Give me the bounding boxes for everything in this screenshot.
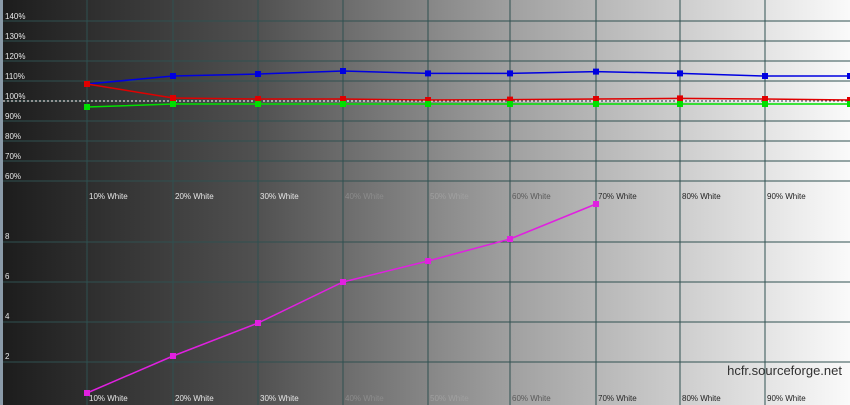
- watermark: hcfr.sourceforge.net: [727, 363, 842, 378]
- x-tick-label: 70% White: [598, 394, 637, 403]
- data-point: [593, 201, 599, 207]
- x-tick-label: 20% White: [175, 394, 214, 403]
- data-point: [170, 353, 176, 359]
- data-point: [170, 101, 176, 107]
- x-tick-label: 60% White: [512, 192, 551, 201]
- x-tick-label: 30% White: [260, 192, 299, 201]
- x-tick-label: 90% White: [767, 192, 806, 201]
- y-tick-label: 130%: [5, 32, 25, 41]
- data-point: [255, 320, 261, 326]
- data-point: [425, 258, 431, 264]
- data-point: [255, 71, 261, 77]
- data-point: [847, 101, 850, 107]
- data-point: [593, 68, 599, 75]
- series-line: [86, 103, 850, 108]
- data-point: [677, 95, 683, 102]
- x-tick-label: 30% White: [260, 394, 299, 403]
- x-tick-label: 40% White: [345, 192, 384, 201]
- data-point: [762, 96, 768, 102]
- data-point: [762, 101, 768, 107]
- data-point: [84, 81, 90, 87]
- y-tick-label: 80%: [5, 132, 21, 141]
- y-tick-label: 70%: [5, 152, 21, 161]
- data-point: [340, 68, 346, 74]
- data-point: [425, 97, 431, 103]
- y-tick-label: 100%: [5, 92, 25, 101]
- series-line: [86, 83, 850, 101]
- data-point: [425, 101, 431, 107]
- x-tick-label: 40% White: [345, 394, 384, 403]
- x-tick-label: 50% White: [430, 192, 469, 201]
- data-point: [170, 95, 176, 101]
- y-tick-label: 6: [5, 272, 10, 281]
- y-tick-label: 140%: [5, 12, 25, 21]
- data-point: [425, 70, 431, 77]
- data-point: [340, 279, 346, 285]
- data-point: [593, 96, 599, 102]
- x-tick-label: 70% White: [598, 192, 637, 201]
- data-point: [84, 104, 90, 110]
- data-point: [340, 96, 346, 102]
- x-tick-label: 90% White: [767, 394, 806, 403]
- data-point: [507, 236, 513, 242]
- data-point: [677, 101, 683, 107]
- y-tick-label: 4: [5, 312, 10, 321]
- data-point: [762, 73, 768, 79]
- y-tick-label: 60%: [5, 172, 21, 181]
- x-tick-label: 50% White: [430, 394, 469, 403]
- data-point: [847, 73, 850, 79]
- data-point: [170, 73, 176, 79]
- x-tick-label: 80% White: [682, 394, 721, 403]
- x-tick-label: 80% White: [682, 192, 721, 201]
- y-tick-label: 2: [5, 352, 10, 361]
- x-tick-label: 10% White: [89, 394, 128, 403]
- y-tick-label: 90%: [5, 112, 21, 121]
- y-tick-label: 8: [5, 232, 10, 241]
- data-point: [507, 70, 513, 77]
- data-point: [84, 390, 90, 396]
- data-point: [507, 101, 513, 107]
- y-tick-label: 110%: [5, 72, 25, 81]
- data-point: [255, 96, 261, 102]
- data-point: [847, 97, 850, 103]
- data-point: [677, 70, 683, 77]
- y-tick-label: 120%: [5, 52, 25, 61]
- data-point: [593, 101, 599, 107]
- x-tick-label: 20% White: [175, 192, 214, 201]
- series-line: [86, 70, 850, 85]
- left-border: [0, 0, 3, 405]
- x-tick-label: 10% White: [89, 192, 128, 201]
- data-point: [255, 101, 261, 107]
- x-tick-label: 60% White: [512, 394, 551, 403]
- data-point: [507, 96, 513, 103]
- data-point: [340, 101, 346, 107]
